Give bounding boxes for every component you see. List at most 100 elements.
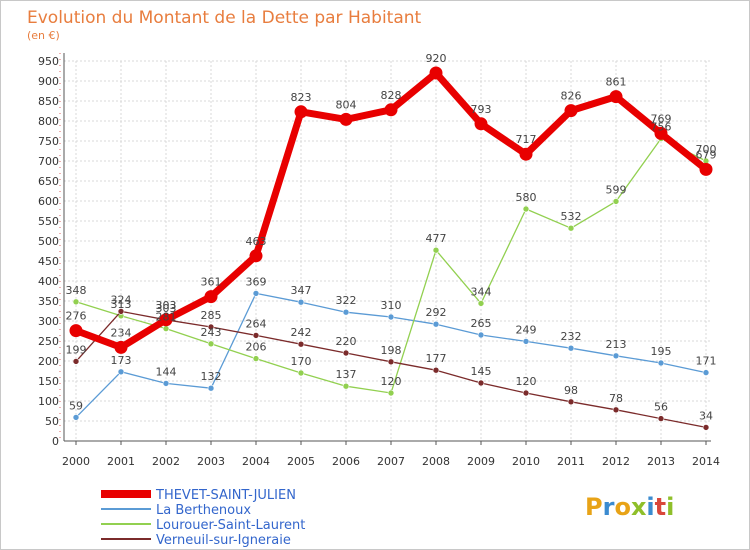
x-tick-label: 2008 xyxy=(422,455,450,468)
data-label-la-berthenoux: 249 xyxy=(516,323,537,336)
data-label-la-berthenoux: 173 xyxy=(111,354,132,367)
data-label-verneuil-sur-igneraie: 285 xyxy=(201,309,222,322)
data-label-verneuil-sur-igneraie: 56 xyxy=(654,401,668,414)
data-point-la-berthenoux xyxy=(342,308,350,316)
data-label-verneuil-sur-igneraie: 242 xyxy=(291,326,312,339)
x-tick-label: 2010 xyxy=(512,455,540,468)
y-tick-label: 100 xyxy=(38,395,59,408)
data-label-verneuil-sur-igneraie: 78 xyxy=(609,392,623,405)
data-label-lourouer-saint-laurent: 532 xyxy=(561,210,582,223)
data-point-lourouer-saint-laurent xyxy=(342,382,350,390)
data-label-thevet-saint-julien: 826 xyxy=(561,90,582,103)
data-label-thevet-saint-julien: 769 xyxy=(651,112,672,125)
data-label-lourouer-saint-laurent: 599 xyxy=(606,183,627,196)
y-tick-label: 500 xyxy=(38,235,59,248)
data-point-lourouer-saint-laurent xyxy=(567,224,575,232)
data-point-la-berthenoux xyxy=(162,380,170,387)
data-label-verneuil-sur-igneraie: 324 xyxy=(111,293,132,306)
x-tick-label: 2011 xyxy=(557,455,585,468)
data-point-lourouer-saint-laurent xyxy=(297,369,305,377)
data-label-la-berthenoux: 232 xyxy=(561,330,582,343)
data-label-la-berthenoux: 310 xyxy=(381,299,402,312)
logo-letter: i xyxy=(666,493,674,521)
data-point-la-berthenoux xyxy=(252,290,260,297)
data-label-thevet-saint-julien: 303 xyxy=(156,299,177,312)
data-point-la-berthenoux xyxy=(522,338,530,345)
data-point-la-berthenoux xyxy=(657,359,665,367)
y-tick-label: 750 xyxy=(38,135,59,148)
data-label-verneuil-sur-igneraie: 177 xyxy=(426,352,447,365)
data-label-thevet-saint-julien: 717 xyxy=(516,133,537,146)
y-tick-label: 0 xyxy=(52,435,59,448)
y-tick-label: 950 xyxy=(38,55,59,68)
data-point-thevet-saint-julien xyxy=(114,340,128,354)
chart-title: Evolution du Montant de la Dette par Hab… xyxy=(27,8,422,28)
x-tick-label: 2009 xyxy=(467,455,495,468)
y-tick-label: 250 xyxy=(38,335,59,348)
data-label-thevet-saint-julien: 920 xyxy=(426,52,447,65)
y-tick-label: 700 xyxy=(38,155,59,168)
y-tick-label: 150 xyxy=(38,375,59,388)
data-point-thevet-saint-julien xyxy=(69,324,83,338)
x-tick-label: 2013 xyxy=(647,455,675,468)
data-point-thevet-saint-julien xyxy=(699,162,713,176)
x-tick-label: 2007 xyxy=(377,455,405,468)
data-label-verneuil-sur-igneraie: 120 xyxy=(516,375,537,388)
data-point-verneuil-sur-igneraie xyxy=(297,340,305,348)
data-label-lourouer-saint-laurent: 120 xyxy=(381,375,402,388)
x-tick-label: 2004 xyxy=(242,455,270,468)
x-tick-label: 2012 xyxy=(602,455,630,468)
data-point-verneuil-sur-igneraie xyxy=(657,415,665,422)
data-label-la-berthenoux: 132 xyxy=(201,370,222,383)
data-label-thevet-saint-julien: 804 xyxy=(336,98,357,111)
data-label-thevet-saint-julien: 828 xyxy=(381,89,402,102)
data-point-la-berthenoux xyxy=(567,344,575,352)
chart-unit-label: (en €) xyxy=(27,29,60,42)
data-label-verneuil-sur-igneraie: 98 xyxy=(564,384,578,397)
data-point-thevet-saint-julien xyxy=(654,126,668,140)
axis-layer: 0 50 100 150 200 250 300 350 400 450 500 550 600 650 7… xyxy=(38,53,720,468)
data-point-la-berthenoux xyxy=(612,352,620,360)
data-point-la-berthenoux xyxy=(117,368,125,376)
data-point-verneuil-sur-igneraie xyxy=(207,323,215,331)
data-point-la-berthenoux xyxy=(432,320,440,328)
logo-letter: i xyxy=(646,493,654,521)
data-point-verneuil-sur-igneraie xyxy=(72,358,80,365)
data-label-thevet-saint-julien: 823 xyxy=(291,91,312,104)
data-label-lourouer-saint-laurent: 281 xyxy=(156,311,177,324)
logo-letter: t xyxy=(655,493,666,521)
data-label-verneuil-sur-igneraie: 303 xyxy=(156,302,177,315)
x-tick-label: 2014 xyxy=(692,455,720,468)
x-tick-label: 2002 xyxy=(152,455,180,468)
proxiti-logo: Proxiti xyxy=(585,493,674,521)
data-label-verneuil-sur-igneraie: 145 xyxy=(471,365,492,378)
data-label-verneuil-sur-igneraie: 34 xyxy=(699,409,713,422)
data-point-verneuil-sur-igneraie xyxy=(117,308,125,315)
data-point-thevet-saint-julien xyxy=(159,313,173,327)
logo-letter: x xyxy=(631,493,647,521)
legend-label: THEVET-SAINT-JULIEN xyxy=(155,488,296,503)
data-point-lourouer-saint-laurent xyxy=(252,355,260,362)
data-point-thevet-saint-julien xyxy=(564,104,578,118)
data-point-verneuil-sur-igneraie xyxy=(567,398,575,406)
data-point-lourouer-saint-laurent xyxy=(162,325,170,332)
data-point-thevet-saint-julien xyxy=(294,105,308,119)
data-point-verneuil-sur-igneraie xyxy=(387,358,395,366)
data-point-la-berthenoux xyxy=(477,331,485,339)
data-label-layer: 276 234 303 361 463 823 804 828 920 793 717 826 861 7… xyxy=(66,52,717,422)
y-tick-label: 800 xyxy=(38,115,59,128)
data-label-la-berthenoux: 322 xyxy=(336,294,357,307)
data-point-la-berthenoux xyxy=(207,384,215,392)
data-point-verneuil-sur-igneraie xyxy=(702,424,710,431)
logo-letter: P xyxy=(585,493,603,521)
legend-label: La Berthenoux xyxy=(156,503,251,518)
data-point-verneuil-sur-igneraie xyxy=(252,332,260,339)
x-tick-label: 2005 xyxy=(287,455,315,468)
data-label-verneuil-sur-igneraie: 199 xyxy=(66,343,87,356)
data-point-thevet-saint-julien xyxy=(429,66,443,80)
y-tick-label: 650 xyxy=(38,175,59,188)
data-label-la-berthenoux: 59 xyxy=(69,399,83,412)
data-point-thevet-saint-julien xyxy=(519,147,533,161)
